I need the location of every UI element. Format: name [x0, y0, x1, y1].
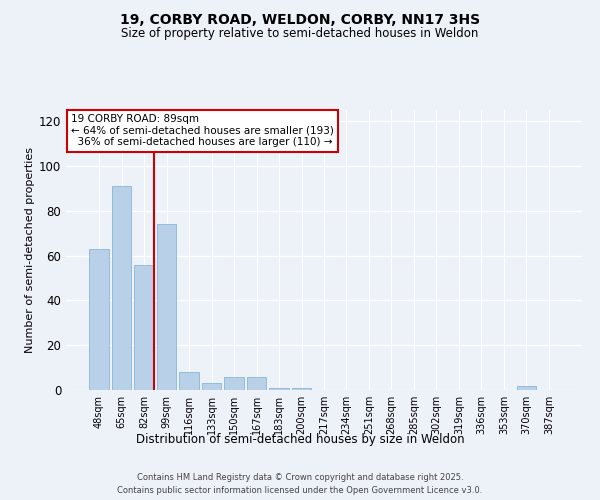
Text: 19, CORBY ROAD, WELDON, CORBY, NN17 3HS: 19, CORBY ROAD, WELDON, CORBY, NN17 3HS: [120, 12, 480, 26]
Bar: [202, 384, 221, 390]
Text: 19 CORBY ROAD: 89sqm
← 64% of semi-detached houses are smaller (193)
  36% of se: 19 CORBY ROAD: 89sqm ← 64% of semi-detac…: [71, 114, 334, 148]
Text: Contains HM Land Registry data © Crown copyright and database right 2025.: Contains HM Land Registry data © Crown c…: [137, 472, 463, 482]
Bar: [517, 386, 536, 390]
Bar: [224, 376, 244, 390]
Bar: [89, 249, 109, 390]
Text: Size of property relative to semi-detached houses in Weldon: Size of property relative to semi-detach…: [121, 28, 479, 40]
Bar: [292, 388, 311, 390]
Text: Distribution of semi-detached houses by size in Weldon: Distribution of semi-detached houses by …: [136, 432, 464, 446]
Bar: [157, 224, 176, 390]
Bar: [247, 376, 266, 390]
Bar: [269, 388, 289, 390]
Bar: [112, 186, 131, 390]
Text: Contains public sector information licensed under the Open Government Licence v3: Contains public sector information licen…: [118, 486, 482, 495]
Bar: [179, 372, 199, 390]
Y-axis label: Number of semi-detached properties: Number of semi-detached properties: [25, 147, 35, 353]
Bar: [134, 264, 154, 390]
